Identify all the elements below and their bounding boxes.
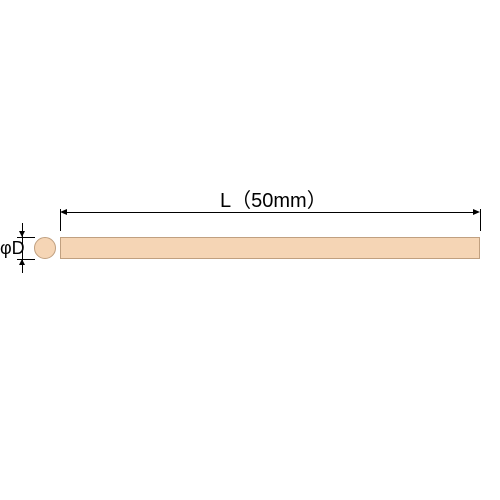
length-dim-arrow-left <box>60 209 67 215</box>
length-dim-tick-right <box>480 209 481 231</box>
rod-body <box>60 237 480 259</box>
rod-diagram: L（50mm） φD <box>0 0 500 500</box>
rod-cross-section-circle <box>34 237 56 259</box>
diameter-label: φD <box>0 238 25 259</box>
diameter-dim-arrow-top <box>19 231 25 237</box>
diameter-dim-arrow-bottom <box>19 259 25 265</box>
length-label: L（50mm） <box>220 184 327 213</box>
length-dim-arrow-right <box>473 209 480 215</box>
